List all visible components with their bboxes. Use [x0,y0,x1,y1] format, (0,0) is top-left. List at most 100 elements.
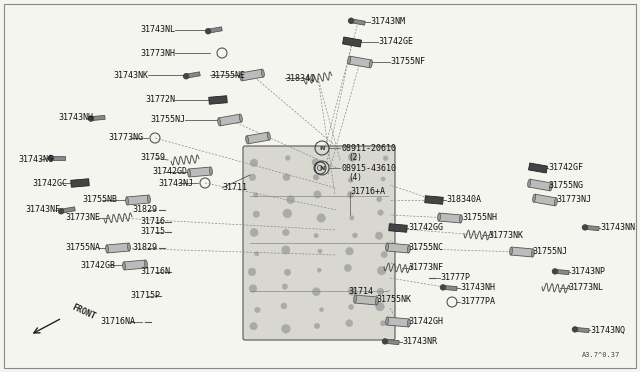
Polygon shape [51,156,65,160]
Circle shape [253,211,260,218]
Text: 31743NK: 31743NK [113,71,148,80]
Ellipse shape [125,197,129,205]
Circle shape [349,305,354,310]
Text: 31759: 31759 [140,154,165,163]
Circle shape [376,302,384,311]
Text: 31716NA: 31716NA [100,317,135,327]
Circle shape [348,191,354,198]
Text: 31773NF: 31773NF [408,263,443,273]
Circle shape [184,74,189,79]
Polygon shape [209,96,227,104]
Text: 31743NH: 31743NH [460,283,495,292]
Text: 31755NH: 31755NH [462,214,497,222]
Circle shape [284,269,291,276]
Polygon shape [107,243,129,253]
Text: 08911-20610: 08911-20610 [342,144,397,153]
Polygon shape [388,224,407,232]
Text: 31742GF: 31742GF [548,164,583,173]
Polygon shape [218,114,241,126]
Polygon shape [529,179,552,191]
Circle shape [440,285,445,290]
Ellipse shape [408,319,410,327]
Text: FRONT: FRONT [70,303,97,321]
Text: 31772N: 31772N [145,96,175,105]
Text: 31743NH: 31743NH [58,113,93,122]
Ellipse shape [218,118,221,126]
Text: 31715P: 31715P [130,292,160,301]
Circle shape [349,18,354,23]
Polygon shape [443,285,457,291]
Circle shape [344,264,351,272]
Polygon shape [534,194,557,206]
Circle shape [282,246,290,254]
Circle shape [283,174,290,181]
Ellipse shape [532,249,534,257]
Text: 318340A: 318340A [446,196,481,205]
Ellipse shape [209,167,212,175]
Polygon shape [208,27,222,33]
Circle shape [348,178,353,183]
Circle shape [573,327,577,332]
Polygon shape [511,247,533,257]
Ellipse shape [386,317,388,325]
Circle shape [317,214,325,222]
Ellipse shape [376,297,378,305]
Polygon shape [355,295,378,305]
Text: 31755NE: 31755NE [210,71,245,80]
Circle shape [248,268,256,276]
Text: 31773NG: 31773NG [108,134,143,142]
Ellipse shape [408,245,410,253]
Circle shape [250,228,258,237]
Circle shape [348,153,357,161]
Ellipse shape [386,243,388,251]
Circle shape [282,284,287,289]
Circle shape [255,252,259,256]
Circle shape [253,193,258,197]
Ellipse shape [145,260,147,268]
Text: (4): (4) [348,173,362,182]
Circle shape [380,321,386,326]
Circle shape [582,225,588,230]
Text: 31742GH: 31742GH [408,317,443,327]
Text: A3.7^0.37: A3.7^0.37 [582,352,620,358]
Text: 31755NG: 31755NG [548,180,583,189]
Circle shape [552,269,557,274]
Polygon shape [348,56,372,68]
Polygon shape [241,69,264,81]
Circle shape [383,339,388,344]
FancyBboxPatch shape [243,146,395,340]
Polygon shape [246,132,269,144]
Circle shape [249,285,257,292]
Circle shape [312,288,320,296]
Circle shape [281,303,287,309]
Text: 31742GD: 31742GD [152,167,187,176]
Text: 31743NP: 31743NP [570,267,605,276]
Circle shape [282,324,291,333]
Text: 31829: 31829 [132,244,157,253]
Polygon shape [189,167,211,177]
Circle shape [383,156,388,161]
Polygon shape [585,225,599,231]
Text: 31755NA: 31755NA [65,244,100,253]
Ellipse shape [460,215,462,223]
Circle shape [377,288,384,295]
Text: 31755NJ: 31755NJ [532,247,567,257]
Circle shape [255,307,260,313]
Ellipse shape [268,132,270,140]
Circle shape [377,266,386,275]
Circle shape [346,320,353,327]
Polygon shape [124,260,147,270]
Polygon shape [387,317,410,327]
Circle shape [285,155,290,160]
Circle shape [314,233,318,238]
Text: 31714: 31714 [348,288,373,296]
Polygon shape [127,195,149,205]
Circle shape [318,249,322,253]
Circle shape [283,209,292,218]
Text: 31773NJ: 31773NJ [556,196,591,205]
Ellipse shape [348,56,351,64]
Text: 31716+A: 31716+A [350,187,385,196]
Ellipse shape [239,114,243,122]
Circle shape [312,159,319,166]
Polygon shape [555,269,569,275]
